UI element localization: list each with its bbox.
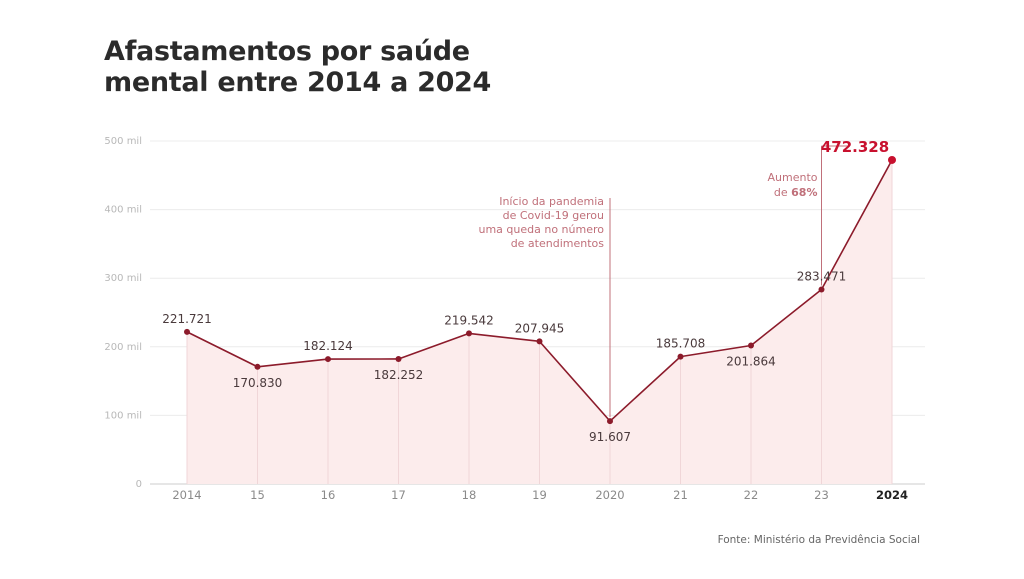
value-label: 91.607 xyxy=(589,430,631,444)
annotation-text: uma queda no número xyxy=(478,223,604,236)
x-tick-label: 19 xyxy=(532,488,547,502)
data-point xyxy=(818,286,825,293)
annotation-text: de Covid-19 gerou xyxy=(503,209,604,222)
y-tick-label: 500 mil xyxy=(104,136,142,147)
data-point xyxy=(677,353,684,360)
x-tick-label: 22 xyxy=(744,488,759,502)
value-label: 283.471 xyxy=(797,270,847,284)
x-tick-label: 2024 xyxy=(876,488,908,502)
annotation-text: Aumento xyxy=(768,171,818,184)
data-point xyxy=(748,342,754,349)
data-point xyxy=(395,355,402,362)
annotation-text-prefix: de xyxy=(774,186,791,199)
chart-title-line-2: mental entre 2014 a 2024 xyxy=(104,67,492,98)
x-tick-label: 2020 xyxy=(595,488,624,502)
source-note: Fonte: Ministério da Previdência Social xyxy=(717,534,920,546)
value-label: 221.721 xyxy=(162,312,212,326)
value-label: 207.945 xyxy=(515,321,565,335)
annotation-text: de 68% xyxy=(774,186,818,199)
y-tick-label: 100 mil xyxy=(104,410,142,421)
x-tick-label: 15 xyxy=(250,488,265,502)
data-point xyxy=(184,328,190,335)
value-label: 185.708 xyxy=(656,337,706,351)
annotation-text: de atendimentos xyxy=(511,237,605,250)
x-tick-label: 21 xyxy=(673,488,688,502)
x-tick-label: 18 xyxy=(462,488,477,502)
data-point xyxy=(466,330,472,337)
data-point xyxy=(536,338,543,345)
chart-title: Afastamentos por saúde mental entre 2014… xyxy=(104,36,491,98)
value-label: 182.252 xyxy=(374,368,424,382)
data-point xyxy=(325,356,331,363)
area-fill xyxy=(187,159,892,485)
x-tick-label: 17 xyxy=(391,488,406,502)
chart-title-line-1: Afastamentos por saúde xyxy=(104,36,470,67)
value-label: 219.542 xyxy=(444,313,494,327)
value-label: 472.328 xyxy=(821,138,889,156)
value-label: 182.124 xyxy=(303,339,353,353)
x-tick-label: 2014 xyxy=(172,488,201,502)
data-point xyxy=(254,363,261,370)
x-tick-label: 16 xyxy=(321,488,336,502)
annotation-highlight-value: 68% xyxy=(791,186,817,199)
y-tick-label: 200 mil xyxy=(104,342,142,353)
x-tick-label: 23 xyxy=(814,488,829,502)
data-point xyxy=(607,418,613,425)
value-label: 201.864 xyxy=(726,355,776,369)
annotation-text: Início da pandemia xyxy=(499,195,604,208)
y-tick-label: 400 mil xyxy=(104,205,142,216)
y-tick-label: 300 mil xyxy=(104,273,142,284)
data-point xyxy=(888,155,896,164)
y-tick-label: 0 xyxy=(136,479,142,490)
value-label: 170.830 xyxy=(233,376,283,390)
